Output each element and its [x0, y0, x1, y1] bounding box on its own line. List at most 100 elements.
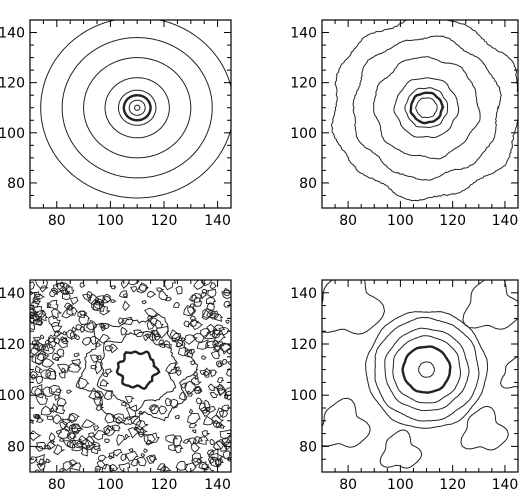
- noise-contour: [122, 316, 134, 326]
- noise-contour: [62, 440, 74, 448]
- noise-contour: [197, 436, 209, 445]
- noise-contour: [83, 322, 95, 333]
- noise-contour: [71, 462, 82, 471]
- noise-contour: [34, 446, 45, 452]
- x-tick-label: 80: [48, 477, 66, 493]
- noise-contour: [165, 434, 179, 445]
- noise-contour: [128, 448, 134, 453]
- noise-contour: [137, 431, 148, 438]
- noise-contour: [79, 282, 86, 288]
- contour-line: [393, 77, 460, 139]
- noise-contour: [206, 405, 217, 413]
- noise-contour: [46, 302, 52, 308]
- contour-panel: 80 100 120 140 80 100 120 140: [290, 19, 519, 229]
- noise-contour: [39, 334, 45, 340]
- noise-contour: [68, 412, 81, 424]
- noise-contour: [183, 320, 191, 328]
- noise-contour: [34, 294, 46, 300]
- noise-contour: [207, 383, 217, 392]
- noise-contour: [220, 404, 231, 412]
- noise-contour: [211, 329, 221, 339]
- noise-contour: [107, 455, 114, 460]
- noise-contour: [201, 309, 214, 321]
- noise-contour: [210, 350, 221, 359]
- y-tick-label: 80: [299, 176, 317, 192]
- noise-contour: [116, 434, 127, 447]
- noise-contour: [163, 340, 172, 350]
- noise-contour: [81, 438, 97, 451]
- noise-contour: [206, 309, 218, 318]
- noise-contour: [156, 287, 165, 292]
- plot-frame: [321, 19, 519, 209]
- noise-contour: [205, 465, 215, 472]
- noise-contour: [46, 415, 54, 421]
- contour-line: [96, 330, 178, 412]
- noise-contour: [196, 339, 210, 350]
- noise-contour: [47, 334, 57, 343]
- x-tick-label: 100: [97, 213, 124, 229]
- noise-contour: [88, 387, 101, 400]
- contour-line: [404, 87, 449, 129]
- noise-contour: [99, 378, 110, 387]
- noise-contour: [217, 383, 224, 391]
- noise-contour: [200, 280, 214, 287]
- noise-contour: [209, 391, 219, 398]
- noise-contour: [30, 306, 37, 316]
- noise-contour: [168, 444, 178, 451]
- noise-contour: [216, 387, 228, 397]
- noise-contour: [56, 348, 65, 357]
- noise-contour: [35, 441, 47, 450]
- noise-contour: [68, 362, 82, 373]
- plot-frame: [29, 19, 232, 209]
- noise-contour: [49, 407, 56, 412]
- noise-contour: [212, 324, 226, 336]
- noise-contour: [79, 310, 88, 317]
- noise-contour: [181, 337, 187, 342]
- noise-contour: [156, 463, 167, 472]
- noise-contour: [190, 376, 202, 386]
- noise-contour: [149, 331, 158, 342]
- noise-contour: [32, 296, 39, 302]
- noise-contour: [140, 452, 146, 458]
- noise-contour: [192, 435, 204, 444]
- noise-contour: [30, 419, 34, 425]
- contour-line: [409, 91, 445, 125]
- noise-contour: [41, 358, 56, 368]
- noise-contour: [175, 369, 182, 377]
- noise-contour: [61, 308, 75, 319]
- noise-contour: [158, 289, 168, 301]
- noise-contour: [120, 453, 128, 462]
- noise-contour: [146, 319, 157, 330]
- noise-contour: [35, 415, 45, 423]
- noise-contour: [134, 419, 149, 431]
- noise-contour: [125, 450, 139, 462]
- noise-contour: [172, 435, 183, 447]
- noise-contour: [70, 424, 78, 430]
- noise-contour: [118, 290, 128, 299]
- noise-contour: [48, 337, 58, 349]
- noise-contour: [215, 458, 222, 466]
- noise-contour: [58, 468, 66, 472]
- x-tick-label: 100: [387, 213, 414, 229]
- contour-line: [392, 335, 461, 404]
- y-tick-label: 120: [0, 337, 25, 353]
- x-tick-label: 140: [492, 213, 519, 229]
- noise-contour: [182, 438, 190, 444]
- noise-contour: [39, 285, 50, 293]
- noise-contour: [80, 325, 86, 333]
- noise-contour: [225, 319, 230, 324]
- noise-contour: [190, 442, 201, 453]
- noise-contour: [122, 300, 131, 311]
- noise-contour: [81, 293, 93, 302]
- noise-contour: [200, 328, 212, 338]
- noise-contour: [172, 302, 181, 309]
- noise-contour: [219, 429, 231, 440]
- noise-contour: [57, 282, 71, 292]
- noise-contour: [92, 300, 105, 310]
- noise-contour: [204, 340, 217, 349]
- noise-contour: [118, 462, 131, 472]
- noise-contour: [214, 341, 225, 353]
- noise-contour: [62, 289, 70, 295]
- noise-contour: [139, 283, 149, 292]
- noise-contour: [35, 453, 45, 465]
